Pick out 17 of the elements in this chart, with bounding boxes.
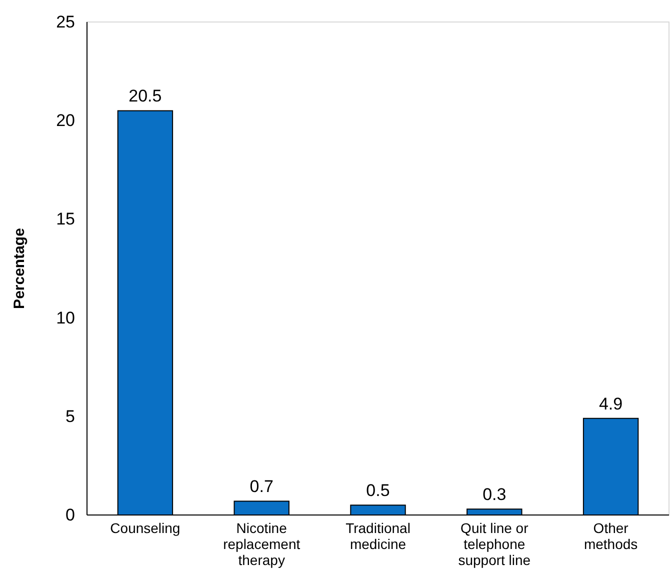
data-label: 4.9 [598, 394, 623, 414]
x-tick-label: Quit line or telephone support line [458, 520, 531, 568]
x-tick-label: Nicotine replacement therapy [223, 520, 300, 568]
x-tick-label: Other methods [584, 520, 638, 552]
y-tick-label: 5 [66, 406, 75, 426]
data-label: 20.5 [128, 86, 162, 106]
data-label: 0.3 [482, 485, 506, 504]
data-label: 0.7 [250, 477, 274, 496]
x-tick-label: Traditional medicine [346, 520, 410, 552]
y-axis-title: Percentage [11, 228, 28, 309]
y-tick-label: 15 [56, 210, 75, 229]
y-tick-label: 10 [56, 308, 75, 328]
y-tick-label: 20 [56, 111, 75, 130]
data-label: 0.5 [366, 481, 390, 500]
y-tick-label: 0 [66, 505, 75, 524]
y-tick-label: 25 [56, 12, 75, 32]
x-tick-label: Counseling [110, 520, 180, 536]
